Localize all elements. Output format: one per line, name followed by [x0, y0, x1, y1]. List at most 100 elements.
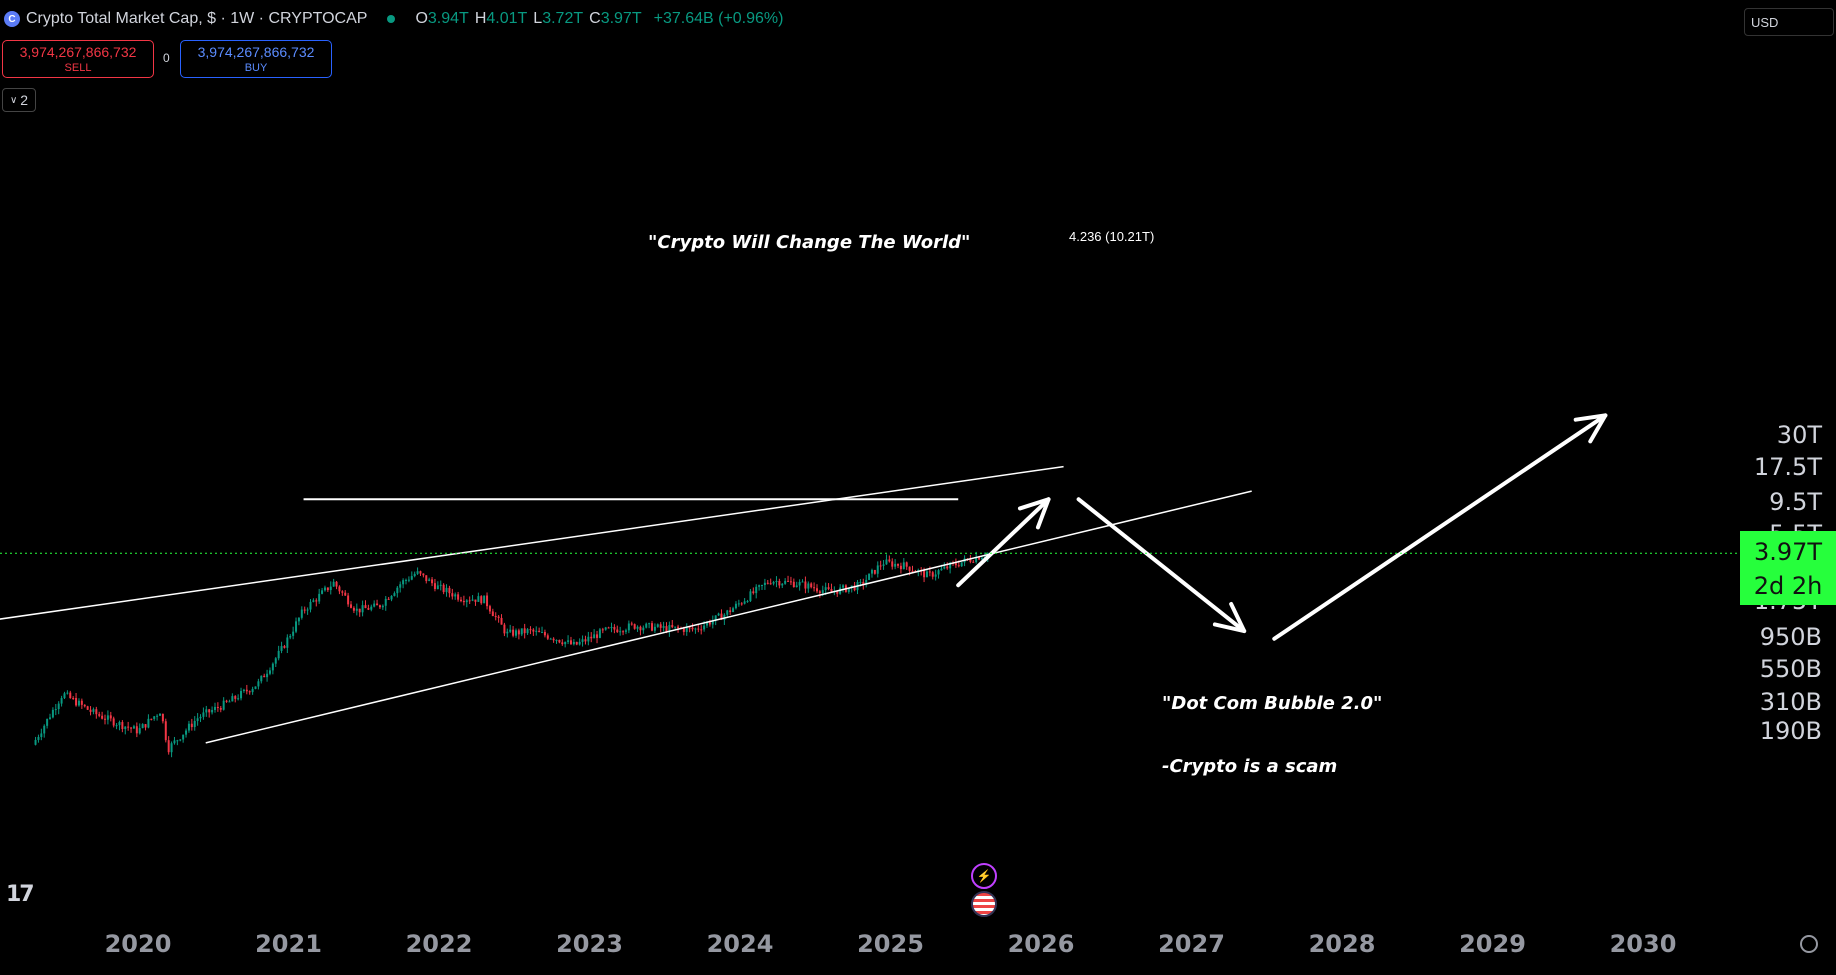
candle-body	[497, 616, 500, 618]
candle-body	[486, 595, 489, 607]
candle-body	[876, 565, 879, 574]
candle-body	[523, 628, 526, 634]
ohlc-key: C	[589, 10, 601, 27]
top-quote-annotation[interactable]: "Crypto Will Change The World"	[648, 232, 971, 253]
price-tick-label: 30T	[1776, 421, 1822, 450]
candle-body	[439, 584, 442, 586]
candle-body	[899, 565, 902, 570]
candle-body	[289, 635, 292, 638]
candle-body	[170, 743, 173, 753]
candle-body	[300, 609, 303, 618]
candle-body	[457, 594, 460, 600]
candle-body	[451, 593, 454, 597]
candle-body	[720, 613, 723, 620]
candle-body	[277, 650, 280, 659]
chart-plot[interactable]	[0, 0, 1740, 920]
us-flag-event-icon[interactable]	[971, 891, 997, 917]
candle-body	[598, 629, 601, 638]
candle-body	[512, 629, 515, 636]
fib-level-label[interactable]: 4.236 (10.21T)	[1069, 229, 1155, 244]
time-tick-label: 2029	[1459, 930, 1526, 958]
candle-body	[89, 709, 92, 712]
price-tick-label: 17.5T	[1753, 452, 1822, 481]
candle-body	[529, 629, 532, 631]
gear-icon[interactable]	[1800, 935, 1818, 953]
candle-body	[561, 642, 564, 645]
candle-body	[271, 663, 274, 671]
candle-body	[674, 626, 677, 628]
candle-body	[801, 581, 804, 583]
candle-body	[341, 591, 344, 593]
candle-body	[885, 559, 888, 565]
time-axis[interactable]	[0, 920, 1836, 975]
candle-body	[132, 726, 135, 729]
candle-body	[908, 566, 911, 571]
candle-body	[943, 566, 946, 569]
candle-body	[483, 595, 486, 604]
candle-body	[373, 603, 376, 607]
candle-body	[865, 579, 868, 585]
candle-body	[688, 627, 691, 629]
candle-body	[740, 603, 743, 605]
candle-body	[321, 590, 324, 594]
candle-body	[662, 626, 665, 628]
time-tick-label: 2023	[556, 930, 623, 958]
candle-body	[231, 696, 234, 702]
candle-body	[367, 608, 370, 610]
arrows-layer	[956, 413, 1608, 641]
candle-body	[219, 707, 222, 710]
candle-body	[297, 617, 300, 622]
buy-button[interactable]: 3,974,267,866,732 BUY	[180, 40, 332, 78]
time-tick-label: 2024	[706, 930, 774, 958]
price-axis[interactable]	[1740, 0, 1836, 920]
candle-body	[335, 581, 338, 587]
candle-body	[208, 709, 211, 713]
candle-body	[80, 700, 83, 705]
candle-body	[975, 557, 978, 563]
candle-body	[633, 624, 636, 629]
candle-body	[274, 658, 277, 664]
candle-body	[37, 737, 40, 740]
candle-body	[923, 570, 926, 578]
candle-body	[118, 722, 121, 726]
flash-event-icon[interactable]: ⚡	[971, 863, 997, 889]
candle-body	[859, 581, 862, 583]
candle-body	[940, 568, 943, 571]
candle-body	[34, 739, 37, 745]
bottom-quote-line: "Dot Com Bubble 2.0"	[1162, 693, 1383, 714]
candle-body	[879, 565, 882, 567]
symbol-title[interactable]: Crypto Total Market Cap, $ · 1W · CRYPTO…	[26, 10, 368, 27]
candle-body	[847, 587, 850, 592]
candle-body	[92, 709, 95, 712]
candle-body	[726, 610, 729, 615]
candle-body	[532, 629, 535, 632]
candle-body	[425, 575, 428, 582]
candle-body	[691, 627, 694, 630]
sell-button[interactable]: 3,974,267,866,732 SELL	[2, 40, 154, 78]
candle-body	[587, 636, 590, 642]
candle-body	[153, 716, 156, 719]
candle-body	[772, 581, 775, 584]
candle-body	[49, 717, 52, 719]
candle-body	[286, 637, 289, 648]
tradingview-logo-icon[interactable]: 17	[6, 882, 35, 907]
candle-body	[86, 706, 89, 710]
candle-body	[370, 606, 373, 610]
candle-body	[222, 700, 225, 710]
candle-body	[216, 706, 219, 708]
candle-body	[870, 569, 873, 574]
candle-body	[868, 573, 871, 580]
candle-body	[656, 624, 659, 627]
candle-body	[43, 725, 46, 734]
currency-selector[interactable]: USD	[1744, 8, 1834, 36]
candle-body	[934, 574, 937, 577]
candle-body	[402, 580, 405, 585]
trend-lines-layer	[0, 465, 1252, 744]
indicators-toggle[interactable]: ∨ 2	[2, 88, 36, 112]
bottom-quote-annotation[interactable]: "Dot Com Bubble 2.0" -Crypto is a scam	[1162, 651, 1382, 798]
candle-body	[130, 727, 133, 729]
candle-body	[685, 627, 688, 632]
candle-body	[946, 566, 949, 569]
candle-body	[127, 726, 130, 728]
candle-body	[410, 576, 413, 580]
